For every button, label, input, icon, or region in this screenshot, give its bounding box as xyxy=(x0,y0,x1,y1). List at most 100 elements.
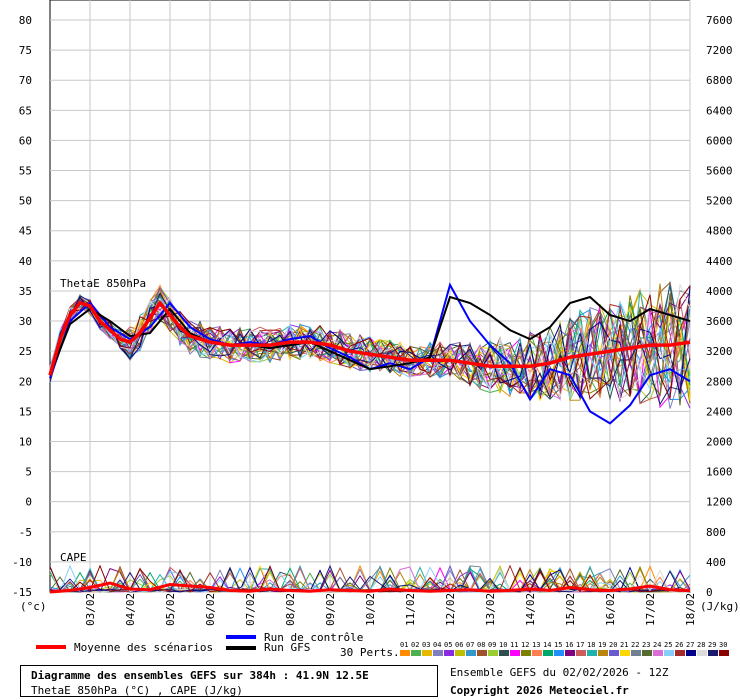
right-tick-label: 2400 xyxy=(706,405,733,418)
legend-pert-swatch xyxy=(686,650,696,656)
right-tick-label: 400 xyxy=(706,556,726,569)
legend-pert-number: 14 xyxy=(543,641,551,649)
left-tick-label: 10 xyxy=(19,435,32,448)
legend-gfs-label: Run GFS xyxy=(264,641,310,654)
right-tick-label: 5200 xyxy=(706,195,733,208)
mean-series-line xyxy=(48,300,691,376)
legend-pert-number: 09 xyxy=(488,641,496,649)
left-tick-label: 45 xyxy=(19,225,32,238)
legend-pert-number: 15 xyxy=(554,641,562,649)
date-tick-label: 03/02 xyxy=(84,593,97,626)
right-tick-label: 4800 xyxy=(706,225,733,238)
date-tick-label: 08/02 xyxy=(284,593,297,626)
date-tick-label: 09/02 xyxy=(324,593,337,626)
left-tick-label: 20 xyxy=(19,375,32,388)
legend-pert-number: 17 xyxy=(576,641,584,649)
legend-pert-swatch xyxy=(708,650,718,656)
date-tick-label: 11/02 xyxy=(404,593,417,626)
legend-control-label: Run de contrôle xyxy=(264,631,363,644)
right-tick-label: 3600 xyxy=(706,315,733,328)
legend-pert-number: 02 xyxy=(411,641,419,649)
left-tick-label: -10 xyxy=(12,556,32,569)
legend-pert-swatch xyxy=(521,650,531,656)
legend-pert-swatch xyxy=(675,650,685,656)
right-tick-label: 0 xyxy=(706,586,713,599)
right-tick-label: 4000 xyxy=(706,285,733,298)
right-tick-label: 2800 xyxy=(706,375,733,388)
legend-pert-swatch xyxy=(433,650,443,656)
legend-pert-swatch xyxy=(411,650,421,656)
legend-pert-swatch xyxy=(444,650,454,656)
left-tick-label: 65 xyxy=(19,104,32,117)
right-tick-label: 800 xyxy=(706,526,726,539)
legend-perts-label: 30 Perts. xyxy=(340,646,400,659)
legend-pert-swatch xyxy=(565,650,575,656)
legend-pert-swatch xyxy=(664,650,674,656)
legend-pert-swatch xyxy=(477,650,487,656)
right-tick-label: 6000 xyxy=(706,134,733,147)
cape-mean-line xyxy=(49,581,691,594)
left-tick-label: -15 xyxy=(12,586,32,599)
right-tick-label: 3200 xyxy=(706,345,733,358)
legend-pert-swatch xyxy=(719,650,729,656)
gfs-series-line xyxy=(49,295,691,376)
legend-pert-number: 13 xyxy=(532,641,540,649)
legend-pert-number: 24 xyxy=(653,641,661,649)
legend-pert-number: 08 xyxy=(477,641,485,649)
legend-pert-number: 11 xyxy=(510,641,518,649)
chart-subtitle: ThetaE 850hPa (°C) , CAPE (J/kg) xyxy=(31,684,243,697)
left-tick-label: 70 xyxy=(19,74,32,87)
right-axis-unit: (J/kg) xyxy=(700,600,740,613)
legend-pert-number: 28 xyxy=(697,641,705,649)
legend-pert-number: 03 xyxy=(422,641,430,649)
date-tick-label: 10/02 xyxy=(364,593,377,626)
cape-perturbation-line xyxy=(49,564,691,593)
legend-pert-swatch xyxy=(576,650,586,656)
legend-mean-label: Moyenne des scénarios xyxy=(74,641,213,654)
right-tick-label: 7200 xyxy=(706,44,733,57)
right-tick-label: 7600 xyxy=(706,14,733,27)
left-tick-label: 30 xyxy=(19,315,32,328)
legend-pert-swatch xyxy=(466,650,476,656)
legend-pert-number: 18 xyxy=(587,641,595,649)
legend-pert-swatch xyxy=(510,650,520,656)
legend-pert-number: 30 xyxy=(719,641,727,649)
legend-pert-swatch xyxy=(697,650,707,656)
footer-title-box: Diagramme des ensembles GEFS sur 384h : … xyxy=(20,665,438,697)
legend-pert-swatch xyxy=(488,650,498,656)
legend-pert-number: 25 xyxy=(664,641,672,649)
left-tick-label: 15 xyxy=(19,405,32,418)
legend-pert-number: 07 xyxy=(466,641,474,649)
legend-pert-swatch xyxy=(631,650,641,656)
right-tick-label: 1600 xyxy=(706,466,733,479)
perturbation-line xyxy=(49,292,691,406)
right-tick-label: 6400 xyxy=(706,104,733,117)
left-axis-unit: (°c) xyxy=(20,600,47,613)
left-tick-label: 25 xyxy=(19,345,32,358)
date-tick-label: 18/02 xyxy=(684,593,697,626)
legend-pert-swatch xyxy=(400,650,410,656)
left-tick-label: -5 xyxy=(19,526,32,539)
legend-pert-number: 10 xyxy=(499,641,507,649)
ensemble-info: Ensemble GEFS du 02/02/2026 - 12Z xyxy=(450,666,669,679)
date-tick-label: 04/02 xyxy=(124,593,137,626)
legend-pert-number: 19 xyxy=(598,641,606,649)
left-tick-label: 5 xyxy=(25,466,32,479)
left-tick-label: 0 xyxy=(25,496,32,509)
left-tick-label: 55 xyxy=(19,165,32,178)
date-tick-label: 07/02 xyxy=(244,593,257,626)
legend-pert-swatch xyxy=(609,650,619,656)
legend-pert-swatch xyxy=(554,650,564,656)
left-tick-label: 50 xyxy=(19,195,32,208)
right-tick-label: 6800 xyxy=(706,74,733,87)
legend-pert-swatch xyxy=(532,650,542,656)
date-tick-label: 12/02 xyxy=(444,593,457,626)
legend-pert-swatch xyxy=(499,650,509,656)
right-tick-label: 1200 xyxy=(706,496,733,509)
legend-pert-number: 20 xyxy=(609,641,617,649)
legend-pert-swatch xyxy=(422,650,432,656)
date-tick-label: 16/02 xyxy=(604,593,617,626)
thetae-panel-label: ThetaE 850hPa xyxy=(60,277,146,290)
legend-pert-number: 27 xyxy=(686,641,694,649)
